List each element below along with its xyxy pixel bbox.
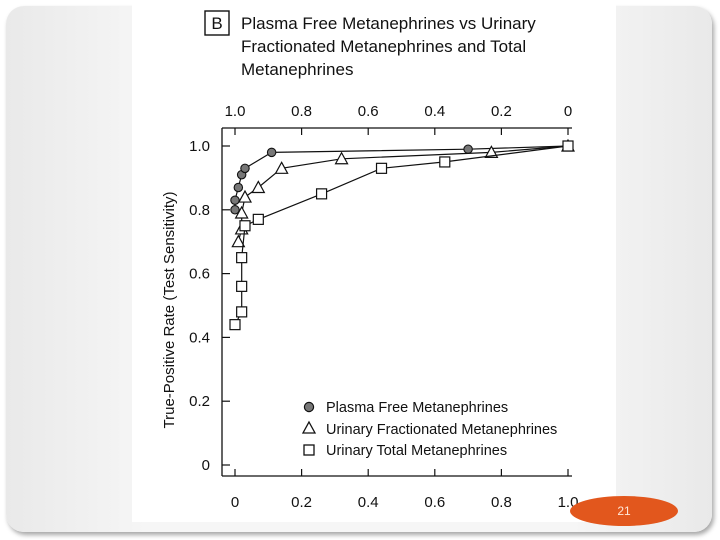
x-tick-label: 0.8 bbox=[491, 494, 512, 511]
y-tick-label: 0.6 bbox=[189, 266, 210, 283]
data-point-fractionated bbox=[237, 189, 253, 203]
x-tick-label: 0.4 bbox=[358, 494, 379, 511]
panel-letter-box bbox=[204, 10, 230, 36]
panel-letter: B bbox=[211, 14, 222, 33]
legend-label-fractionated: Urinary Fractionated Metanephrines bbox=[326, 422, 557, 438]
data-point-total bbox=[239, 220, 251, 232]
data-point-total bbox=[236, 306, 248, 318]
chart-title-line-3: Metanephrines bbox=[241, 60, 353, 79]
data-point-total bbox=[315, 188, 328, 200]
data-point-total bbox=[236, 280, 248, 292]
data-point-plasma bbox=[266, 147, 277, 158]
data-point-total bbox=[375, 162, 388, 174]
top-x-tick-label: 0.2 bbox=[491, 103, 512, 120]
x-tick-label: 0.6 bbox=[424, 494, 445, 511]
x-tick-label: 0.2 bbox=[291, 494, 312, 511]
y-tick-label: 0.4 bbox=[189, 329, 210, 346]
chart-title-line-1: Plasma Free Metanephrines vs Urinary bbox=[241, 14, 536, 33]
page-number: 21 bbox=[617, 504, 631, 518]
data-point-plasma bbox=[463, 144, 473, 154]
data-point-fractionated bbox=[334, 151, 349, 165]
data-point-total bbox=[236, 252, 248, 264]
data-point-total bbox=[562, 140, 574, 152]
y-tick-label: 0 bbox=[202, 457, 210, 474]
top-x-tick-label: 0.6 bbox=[358, 103, 379, 120]
figure-panel: B Plasma Free Metanephrines vs Urinary F… bbox=[132, 0, 616, 522]
y-tick-label: 1.0 bbox=[189, 138, 210, 155]
data-point-total bbox=[252, 213, 264, 225]
legend-marker-fractionated bbox=[301, 420, 317, 434]
legend-marker-total bbox=[303, 444, 315, 456]
top-x-tick-label: 0.4 bbox=[424, 103, 445, 120]
legend-label-total: Urinary Total Metanephrines bbox=[326, 443, 507, 459]
x-tick-label: 0 bbox=[231, 494, 239, 511]
data-point-plasma bbox=[233, 182, 244, 193]
data-point-plasma bbox=[240, 163, 250, 174]
data-point-plasma bbox=[230, 205, 240, 215]
top-x-tick-label: 0 bbox=[564, 103, 572, 120]
data-point-fractionated bbox=[234, 205, 249, 219]
data-point-fractionated bbox=[484, 145, 499, 158]
legend-label-plasma: Plasma Free Metanephrines bbox=[326, 400, 508, 416]
data-point-total bbox=[229, 319, 241, 331]
roc-chart: B Plasma Free Metanephrines vs Urinary F… bbox=[161, 10, 578, 511]
legend-marker-plasma bbox=[303, 401, 315, 413]
page-number-badge bbox=[570, 496, 678, 526]
series-line-circle bbox=[234, 145, 569, 210]
y-axis-label: True-Positive Rate (Test Sensitivity) bbox=[161, 191, 178, 428]
top-x-tick-label: 0.8 bbox=[291, 103, 312, 120]
data-point-fractionated bbox=[274, 161, 289, 174]
data-point-fractionated bbox=[231, 234, 246, 248]
data-point-fractionated bbox=[251, 180, 266, 194]
data-point-plasma bbox=[230, 195, 240, 205]
series-line-triangle bbox=[237, 145, 569, 242]
top-x-tick-label: 1.0 bbox=[225, 103, 246, 120]
chart-legend: Plasma Free Metanephrines Urinary Fracti… bbox=[301, 400, 557, 459]
y-tick-label: 0.2 bbox=[189, 393, 210, 410]
y-tick-label: 0.8 bbox=[189, 202, 210, 219]
chart-title-line-2: Fractionated Metanephrines and Total bbox=[241, 37, 526, 56]
data-point-total bbox=[439, 156, 451, 168]
series-line-square bbox=[234, 145, 569, 325]
